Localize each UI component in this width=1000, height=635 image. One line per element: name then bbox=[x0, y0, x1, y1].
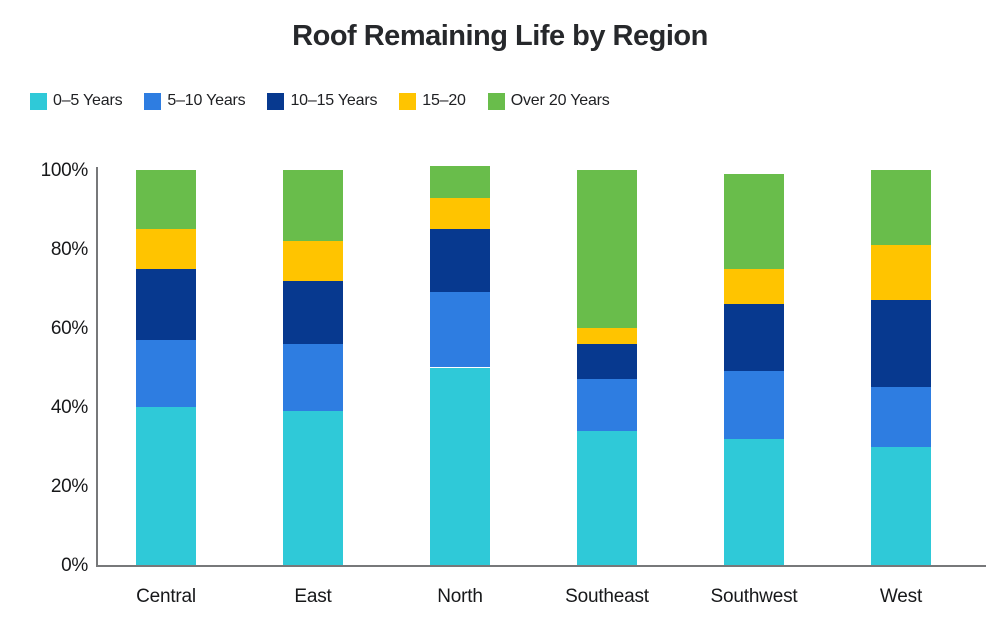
y-tick-label-20: 20% bbox=[50, 476, 88, 497]
bar-segment-east-5-10-years bbox=[283, 343, 343, 411]
bar-segment-east-10-15-years bbox=[283, 280, 343, 344]
bar-segment-west-10-15-years bbox=[871, 300, 931, 388]
bar-segment-central-5-10-years bbox=[136, 339, 196, 407]
bar-segment-west-0-5-years bbox=[871, 446, 931, 565]
legend-swatch-0-5-years bbox=[30, 92, 47, 110]
x-tick-label-west: West bbox=[879, 586, 923, 607]
x-tick-label-central: Central bbox=[136, 586, 196, 607]
legend-swatch-15-20 bbox=[399, 92, 417, 110]
legend-item-0-5-years: 0–5 Years bbox=[30, 92, 123, 110]
legend-label: 5–10 Years bbox=[167, 92, 246, 109]
legend-item-15-20: 15–20 bbox=[399, 92, 466, 110]
legend-swatch-10-15-years bbox=[267, 92, 285, 110]
bar-segment-west-15-20 bbox=[871, 245, 931, 301]
legend-label: 0–5 Years bbox=[53, 92, 123, 109]
y-tick-label-60: 60% bbox=[50, 318, 88, 339]
x-tick-label-southeast: Southeast bbox=[565, 586, 649, 607]
bar-segment-southwest-15-20 bbox=[724, 268, 784, 305]
y-tick-label-80: 80% bbox=[50, 239, 88, 260]
bar-segment-north-15-20 bbox=[430, 197, 490, 230]
bar-segment-east-15-20 bbox=[283, 241, 343, 281]
legend-swatch-5-10-years bbox=[144, 92, 162, 110]
bar-segment-north-over-20-years bbox=[430, 166, 490, 198]
bar-segment-central-0-5-years bbox=[136, 407, 196, 565]
bar-segment-central-15-20 bbox=[136, 229, 196, 269]
bar-segment-east-0-5-years bbox=[283, 410, 343, 565]
bar-segment-southwest-over-20-years bbox=[724, 173, 784, 269]
chart-legend: 0–5 Years 5–10 Years 10–15 Years 15–20 Over … bbox=[30, 92, 632, 110]
bar-segment-southeast-5-10-years bbox=[577, 379, 637, 431]
y-axis-line bbox=[96, 167, 98, 565]
bar-segment-southwest-0-5-years bbox=[724, 438, 784, 565]
legend-item-10-15-years: 10–15 Years bbox=[267, 92, 377, 110]
bar-segment-southwest-5-10-years bbox=[724, 371, 784, 439]
y-tick-label-100: 100% bbox=[40, 160, 89, 181]
chart-title: Roof Remaining Life by Region bbox=[292, 20, 708, 52]
y-tick-label-0: 0% bbox=[61, 555, 88, 576]
bar-segment-north-10-15-years bbox=[430, 229, 490, 293]
bar-segment-east-over-20-years bbox=[283, 170, 343, 242]
legend-label: Over 20 Years bbox=[510, 92, 610, 109]
bar-segment-west-over-20-years bbox=[871, 170, 931, 246]
y-tick-label-40: 40% bbox=[50, 397, 88, 418]
x-tick-label-southwest: Southwest bbox=[710, 586, 798, 607]
legend-item-5-10-years: 5–10 Years bbox=[144, 92, 246, 110]
bar-segment-southeast-over-20-years bbox=[577, 170, 637, 328]
x-tick-label-north: North bbox=[437, 586, 483, 607]
legend-label: 10–15 Years bbox=[290, 92, 378, 109]
bar-segment-north-5-10-years bbox=[430, 292, 490, 368]
x-tick-label-east: East bbox=[294, 586, 332, 607]
bar-segment-southeast-0-5-years bbox=[577, 430, 637, 565]
bar-segment-southwest-10-15-years bbox=[724, 304, 784, 372]
bar-segment-central-10-15-years bbox=[136, 268, 196, 340]
legend-label: 15–20 bbox=[422, 92, 466, 109]
legend-swatch-over-20-years bbox=[487, 92, 505, 110]
bar-segment-southeast-10-15-years bbox=[577, 343, 637, 380]
bar-segment-north-0-5-years bbox=[430, 367, 490, 565]
bar-segment-west-5-10-years bbox=[871, 387, 931, 447]
x-axis-line bbox=[96, 565, 986, 567]
legend-item-over-20-years: Over 20 Years bbox=[487, 92, 610, 110]
bar-segment-central-over-20-years bbox=[136, 170, 196, 230]
bar-segment-southeast-15-20 bbox=[577, 328, 637, 344]
